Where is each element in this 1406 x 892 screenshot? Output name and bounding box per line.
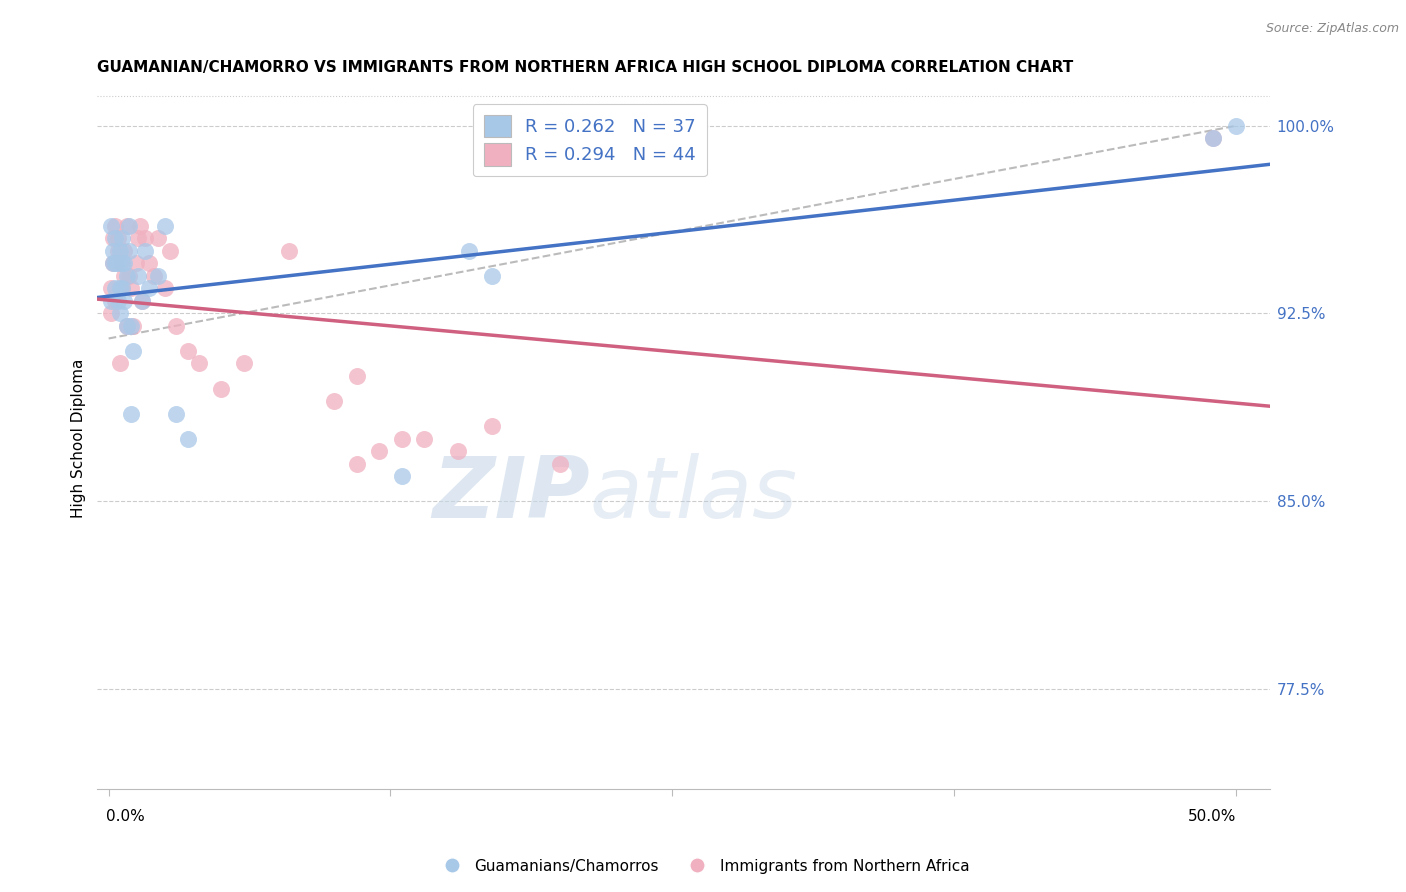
Text: atlas: atlas (589, 453, 797, 536)
Point (112, 256, 135, 270)
Point (481, 268, 503, 283)
Point (118, 268, 141, 283)
Point (104, 231, 127, 245)
Y-axis label: High School Diploma: High School Diploma (72, 359, 86, 518)
Point (112, 293, 135, 308)
Text: ZIP: ZIP (432, 453, 589, 536)
Legend: R = 0.262   N = 37, R = 0.294   N = 44: R = 0.262 N = 37, R = 0.294 N = 44 (472, 104, 707, 177)
Point (104, 281, 127, 295)
Point (134, 231, 156, 245)
Point (148, 231, 170, 245)
Point (134, 244, 156, 258)
Point (142, 268, 165, 283)
Point (100, 306, 122, 320)
Point (1202, 131, 1225, 145)
Point (127, 231, 149, 245)
Point (107, 231, 129, 245)
Point (118, 244, 141, 258)
Point (447, 444, 470, 458)
Point (118, 219, 141, 233)
Point (115, 268, 138, 283)
Point (391, 432, 413, 446)
Point (391, 469, 413, 483)
Point (1225, 119, 1247, 133)
Point (107, 293, 129, 308)
Point (131, 293, 153, 308)
Point (101, 256, 124, 270)
Point (112, 244, 135, 258)
Point (112, 268, 135, 283)
Point (138, 281, 160, 295)
Point (368, 444, 391, 458)
Point (122, 318, 145, 333)
Point (165, 318, 187, 333)
Point (125, 256, 148, 270)
Point (101, 256, 124, 270)
Point (100, 219, 122, 233)
Point (108, 357, 131, 371)
Point (122, 343, 145, 358)
Point (232, 357, 254, 371)
Point (138, 256, 160, 270)
Point (104, 256, 127, 270)
Point (115, 318, 138, 333)
Point (153, 281, 176, 295)
Point (548, 457, 571, 471)
Point (148, 268, 170, 283)
Point (107, 244, 129, 258)
Point (108, 244, 131, 258)
Point (100, 281, 122, 295)
Point (108, 256, 131, 270)
Point (108, 281, 131, 295)
Point (111, 281, 134, 295)
Text: GUAMANIAN/CHAMORRO VS IMMIGRANTS FROM NORTHERN AFRICA HIGH SCHOOL DIPLOMA CORREL: GUAMANIAN/CHAMORRO VS IMMIGRANTS FROM NO… (97, 60, 1074, 75)
Point (120, 318, 142, 333)
Point (176, 432, 198, 446)
Point (111, 256, 134, 270)
Point (120, 281, 142, 295)
Point (127, 268, 149, 283)
Point (107, 256, 129, 270)
Point (111, 281, 134, 295)
Point (101, 244, 124, 258)
Point (104, 219, 127, 233)
Point (100, 293, 122, 308)
Point (458, 244, 481, 258)
Point (187, 357, 209, 371)
Legend: Guamanians/Chamorros, Immigrants from Northern Africa: Guamanians/Chamorros, Immigrants from No… (430, 853, 976, 880)
Point (481, 419, 503, 434)
Point (413, 432, 436, 446)
Point (176, 343, 198, 358)
Point (153, 219, 176, 233)
Point (209, 382, 232, 396)
Point (131, 293, 153, 308)
Point (278, 244, 301, 258)
Text: 50.0%: 50.0% (1188, 809, 1236, 824)
Point (115, 219, 138, 233)
Point (108, 306, 131, 320)
Point (129, 219, 152, 233)
Point (346, 457, 368, 471)
Text: 0.0%: 0.0% (107, 809, 145, 824)
Point (104, 293, 127, 308)
Point (346, 369, 368, 384)
Point (1202, 131, 1225, 145)
Point (115, 318, 138, 333)
Point (101, 231, 124, 245)
Point (323, 394, 346, 409)
Point (120, 407, 142, 421)
Point (159, 244, 181, 258)
Text: Source: ZipAtlas.com: Source: ZipAtlas.com (1265, 22, 1399, 36)
Point (111, 231, 134, 245)
Point (165, 407, 187, 421)
